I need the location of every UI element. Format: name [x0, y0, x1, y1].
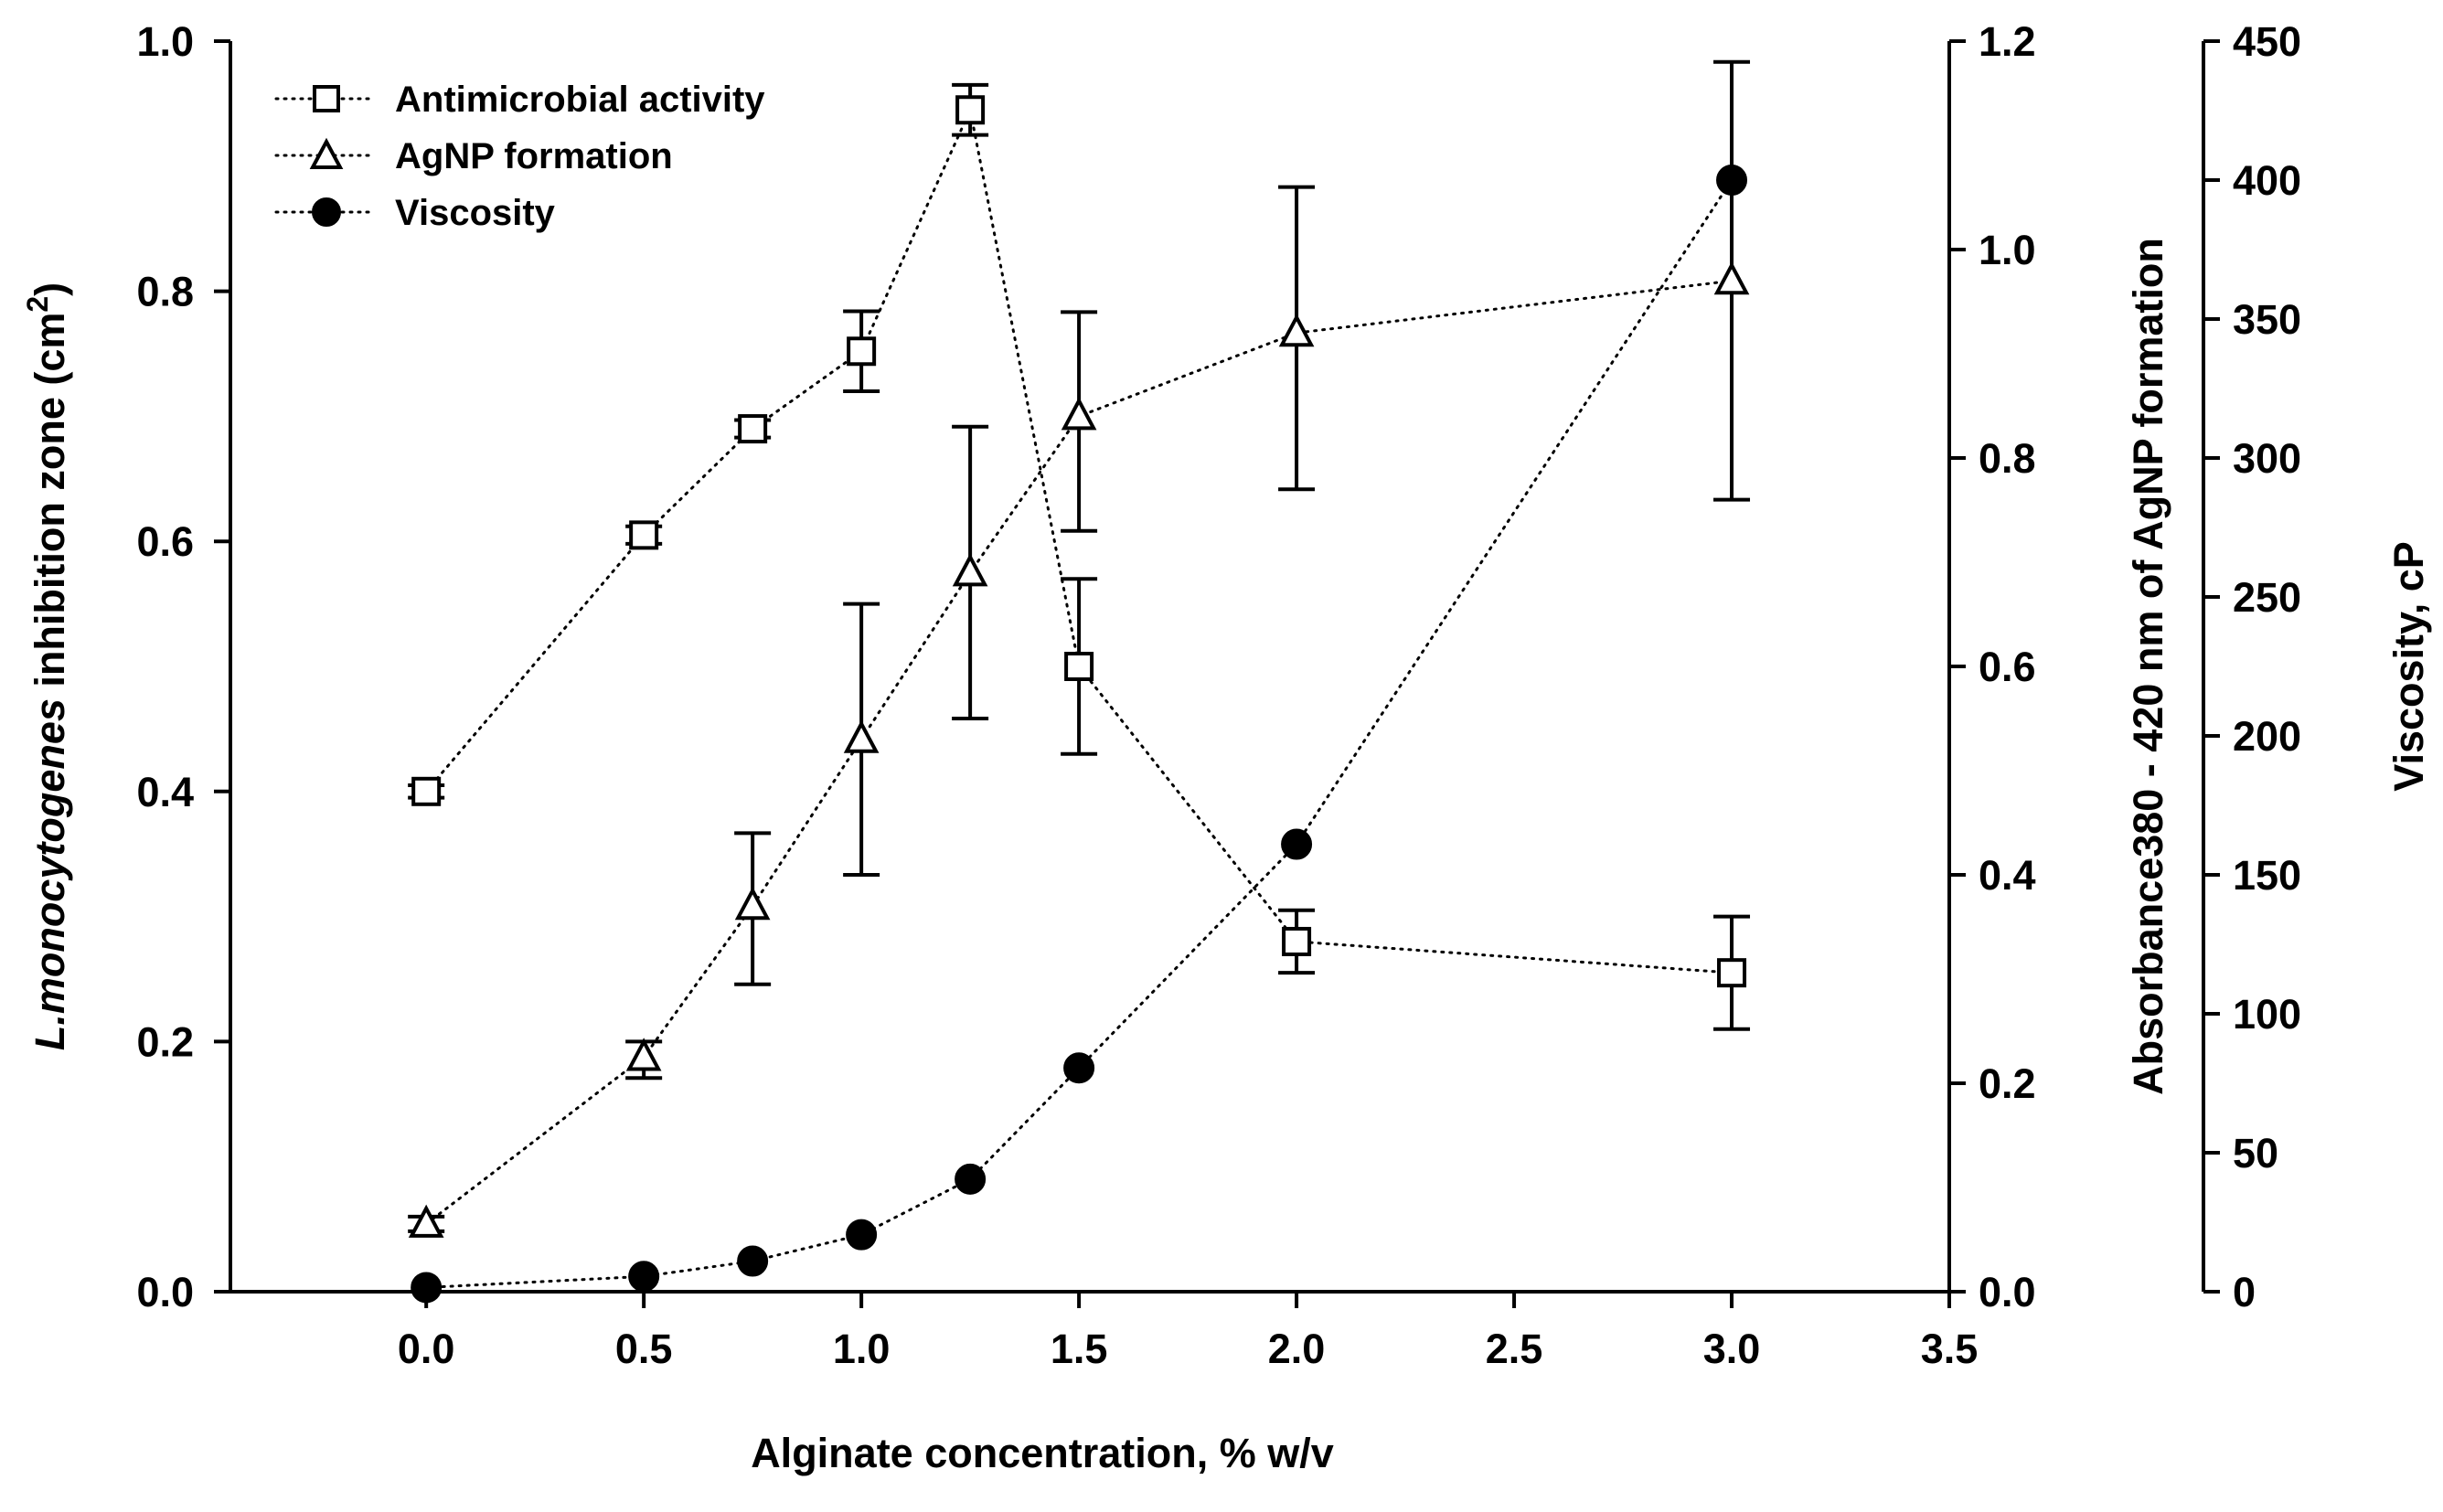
legend-item-antimicrobial: Antimicrobial activity	[274, 80, 765, 120]
right2-tick-label: 300	[2233, 435, 2301, 482]
right1-axis-ticks: 0.0 0.2 0.4 0.6 0.8 1.0 1.2	[1949, 18, 2036, 1315]
left-axis-title-italic: L.monocytogenes	[27, 698, 73, 1050]
data-point-circle	[1716, 165, 1748, 196]
data-point-square	[411, 776, 442, 806]
right2-tick-label: 400	[2233, 157, 2301, 204]
series-line	[424, 279, 1734, 1226]
left-tick-label: 0.8	[136, 269, 194, 315]
right2-tick-label: 450	[2233, 18, 2301, 65]
legend-label-agnp: AgNP formation	[395, 136, 673, 176]
right2-tick-label: 200	[2233, 713, 2301, 760]
x-axis-title: Alginate concentration, % w/v	[751, 1430, 1334, 1476]
right1-tick-label: 0.2	[1979, 1060, 2036, 1107]
data-point-triangle	[952, 553, 988, 587]
right1-tick-label: 0.4	[1979, 852, 2036, 899]
x-tick-label: 2.5	[1486, 1326, 1543, 1372]
right2-tick-label: 350	[2233, 296, 2301, 343]
right2-tick-label: 150	[2233, 852, 2301, 899]
x-tick-label: 1.5	[1051, 1326, 1108, 1372]
data-point-square	[1064, 652, 1094, 681]
left-tick-label: 0.6	[136, 518, 194, 565]
data-point-triangle	[734, 886, 771, 921]
legend-item-agnp: AgNP formation	[274, 136, 673, 176]
right1-tick-label: 0.0	[1979, 1269, 2036, 1315]
legend-item-viscosity: Viscosity	[274, 193, 556, 233]
series-open-triangle	[408, 59, 1751, 1238]
legend-label-antimicrobial: Antimicrobial activity	[395, 80, 765, 120]
right2-tick-label: 100	[2233, 991, 2301, 1038]
legend-circle-marker	[312, 197, 341, 227]
left-tick-label: 1.0	[136, 18, 194, 65]
data-point-circle	[411, 1272, 443, 1304]
data-point-circle	[1281, 828, 1313, 860]
x-tick-label: 2.0	[1268, 1326, 1326, 1372]
series-filled-circle	[411, 165, 1748, 1304]
legend-triangle-marker	[309, 137, 344, 169]
left-axis-ticks: 0.0 0.2 0.4 0.6 0.8 1.0	[136, 18, 230, 1315]
x-tick-label: 0.5	[615, 1326, 673, 1372]
left-axis-title-close: )	[27, 282, 73, 296]
legend: Antimicrobial activity AgNP formation Vi…	[274, 80, 765, 233]
data-point-circle	[846, 1219, 878, 1251]
right2-tick-label: 250	[2233, 574, 2301, 621]
left-axis-title-main: inhibition zone (cm	[27, 313, 73, 698]
data-point-square	[955, 95, 986, 125]
right2-tick-label: 0	[2233, 1269, 2256, 1315]
data-point-triangle	[843, 719, 880, 753]
data-point-square	[738, 414, 768, 444]
data-point-circle	[955, 1163, 987, 1195]
legend-label-viscosity: Viscosity	[395, 193, 556, 233]
data-point-triangle	[1061, 397, 1097, 431]
right1-axis-title: Absorbance380 - 420 nm of AgNP formation	[2125, 238, 2171, 1095]
data-point-triangle	[408, 1204, 444, 1238]
right2-tick-label: 50	[2233, 1130, 2278, 1177]
data-point-triangle	[625, 1038, 662, 1071]
right1-tick-label: 0.6	[1979, 644, 2036, 690]
x-axis-ticks: 0.0 0.5 1.0 1.5 2.0 2.5 3.0 3.5	[398, 1292, 1978, 1372]
data-point-triangle	[1278, 313, 1315, 347]
right1-tick-label: 1.2	[1979, 18, 2036, 65]
right1-tick-label: 1.0	[1979, 227, 2036, 273]
data-point-triangle	[1713, 261, 1750, 295]
x-tick-label: 3.5	[1921, 1326, 1979, 1372]
x-tick-label: 0.0	[398, 1326, 455, 1372]
right2-axis-title: Viscosity, cP	[2385, 541, 2432, 792]
series-layer	[408, 59, 1751, 1304]
data-point-square	[1282, 926, 1312, 956]
data-point-square	[847, 336, 877, 367]
left-tick-label: 0.2	[136, 1018, 194, 1065]
series-open-square	[408, 82, 1751, 1031]
data-point-circle	[1063, 1052, 1095, 1084]
left-axis-title: L.monocytogenes inhibition zone (cm2)	[21, 282, 73, 1050]
data-point-square	[629, 520, 659, 550]
data-point-circle	[737, 1245, 769, 1277]
x-tick-label: 3.0	[1703, 1326, 1761, 1372]
data-point-circle	[628, 1261, 660, 1293]
right1-tick-label: 0.8	[1979, 435, 2036, 482]
series-line	[424, 178, 1734, 1289]
data-point-square	[1717, 958, 1747, 988]
left-tick-label: 0.0	[136, 1269, 194, 1315]
series-line	[424, 105, 1734, 974]
left-axis-title-superscript: 2	[21, 296, 54, 313]
x-tick-label: 1.0	[833, 1326, 891, 1372]
left-tick-label: 0.4	[136, 769, 194, 815]
legend-square-marker	[313, 85, 340, 112]
right2-axis-ticks: 0 50 100 150 200 250 300 350 400 450	[2203, 18, 2301, 1315]
